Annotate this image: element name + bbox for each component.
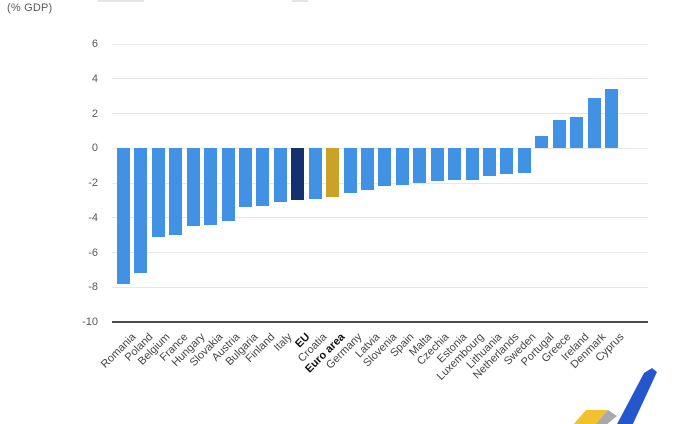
- bar-eu: [291, 148, 305, 201]
- bar-estonia: [448, 148, 462, 180]
- bar-greece: [552, 120, 566, 149]
- bar-latvia: [361, 148, 375, 190]
- bar-cyprus: [605, 89, 619, 149]
- cropped-title-remnant: [292, 0, 308, 2]
- logo-blue-shape: [617, 368, 657, 424]
- bar-spain: [395, 148, 409, 185]
- bar-malta: [413, 148, 427, 183]
- logo-gray-shape: [595, 410, 617, 424]
- eurostat-logo: [573, 368, 657, 424]
- y-tick-label: -2: [88, 177, 98, 189]
- y-tick-label: -6: [88, 246, 98, 259]
- bar-belgium: [151, 148, 165, 237]
- bar-portugal: [535, 136, 549, 149]
- bar-finland: [256, 148, 270, 206]
- x-axis-line: [112, 321, 648, 323]
- gridline: [112, 78, 648, 80]
- gridline: [112, 286, 648, 288]
- bar-france: [169, 148, 183, 236]
- y-tick-label: 6: [91, 38, 98, 50]
- bar-poland: [134, 148, 148, 274]
- bar-ireland: [570, 116, 584, 149]
- bar-czechia: [430, 148, 444, 182]
- y-tick-label: -4: [88, 211, 98, 224]
- y-tick-label: 0: [91, 142, 98, 155]
- bar-slovenia: [378, 148, 392, 187]
- cropped-title-remnant: [98, 0, 144, 2]
- y-tick-label: -10: [82, 316, 98, 328]
- bar-germany: [343, 148, 357, 194]
- logo-yellow-shape: [573, 410, 608, 424]
- y-axis-unit-label: (% GDP): [7, 2, 53, 14]
- bar-lithuania: [483, 148, 497, 177]
- gridline: [112, 113, 648, 114]
- bar-netherlands: [500, 148, 514, 175]
- bar-romania: [117, 148, 130, 284]
- gridline: [112, 217, 648, 219]
- bar-croatia: [308, 148, 322, 199]
- y-tick-label: -8: [88, 281, 98, 294]
- y-tick-label: 2: [91, 107, 98, 120]
- bar-italy: [273, 148, 287, 203]
- bar-luxembourg: [465, 148, 479, 180]
- gridline: [112, 252, 648, 253]
- bar-sweden: [517, 148, 531, 173]
- bar-bulgaria: [239, 148, 252, 208]
- bar-slovakia: [204, 148, 218, 225]
- gridline: [112, 43, 648, 45]
- bar-euro-area: [326, 148, 340, 197]
- bar-austria: [221, 148, 235, 222]
- bar-hungary: [186, 148, 200, 227]
- y-tick-label: 4: [91, 72, 98, 85]
- bar-denmark: [587, 97, 601, 149]
